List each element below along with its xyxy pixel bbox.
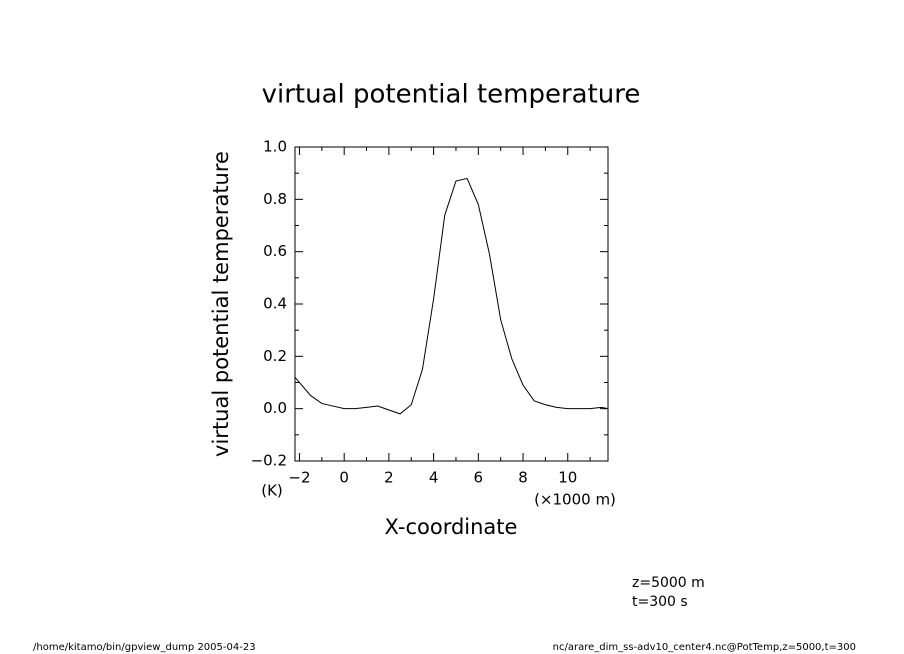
x-axis-label: X-coordinate <box>385 515 518 539</box>
y-axis-label: virtual potential temperature <box>209 151 233 457</box>
y-tick-label: 0.6 <box>263 242 287 260</box>
x-tick-label: 4 <box>429 469 439 487</box>
y-tick-label: 0.4 <box>263 295 287 313</box>
y-tick-label: 0.2 <box>263 347 287 365</box>
footer-right: nc/arare_dim_ss-adv10_center4.nc@PotTemp… <box>553 642 856 653</box>
annotation: t=300 s <box>632 594 688 610</box>
data-line <box>294 177 609 415</box>
x-tick-label: 8 <box>518 469 528 487</box>
chart-title: virtual potential temperature <box>262 80 641 110</box>
y-tick-label: −0.2 <box>251 452 287 470</box>
x-tick-label: −2 <box>288 469 310 487</box>
footer-left: /home/kitamo/bin/gpview_dump 2005-04-23 <box>33 642 256 653</box>
y-tick-label: 0.8 <box>263 190 287 208</box>
x-unit: (×1000 m) <box>534 491 616 509</box>
x-tick-label: 6 <box>474 469 484 487</box>
y-tick-label: 1.0 <box>263 138 287 156</box>
x-tick-label: 10 <box>558 469 577 487</box>
x-tick-label: 2 <box>384 469 394 487</box>
y-tick-label: 0.0 <box>263 399 287 417</box>
annotation: z=5000 m <box>632 575 705 591</box>
y-unit: (K) <box>261 482 283 500</box>
x-tick-label: 0 <box>339 469 349 487</box>
